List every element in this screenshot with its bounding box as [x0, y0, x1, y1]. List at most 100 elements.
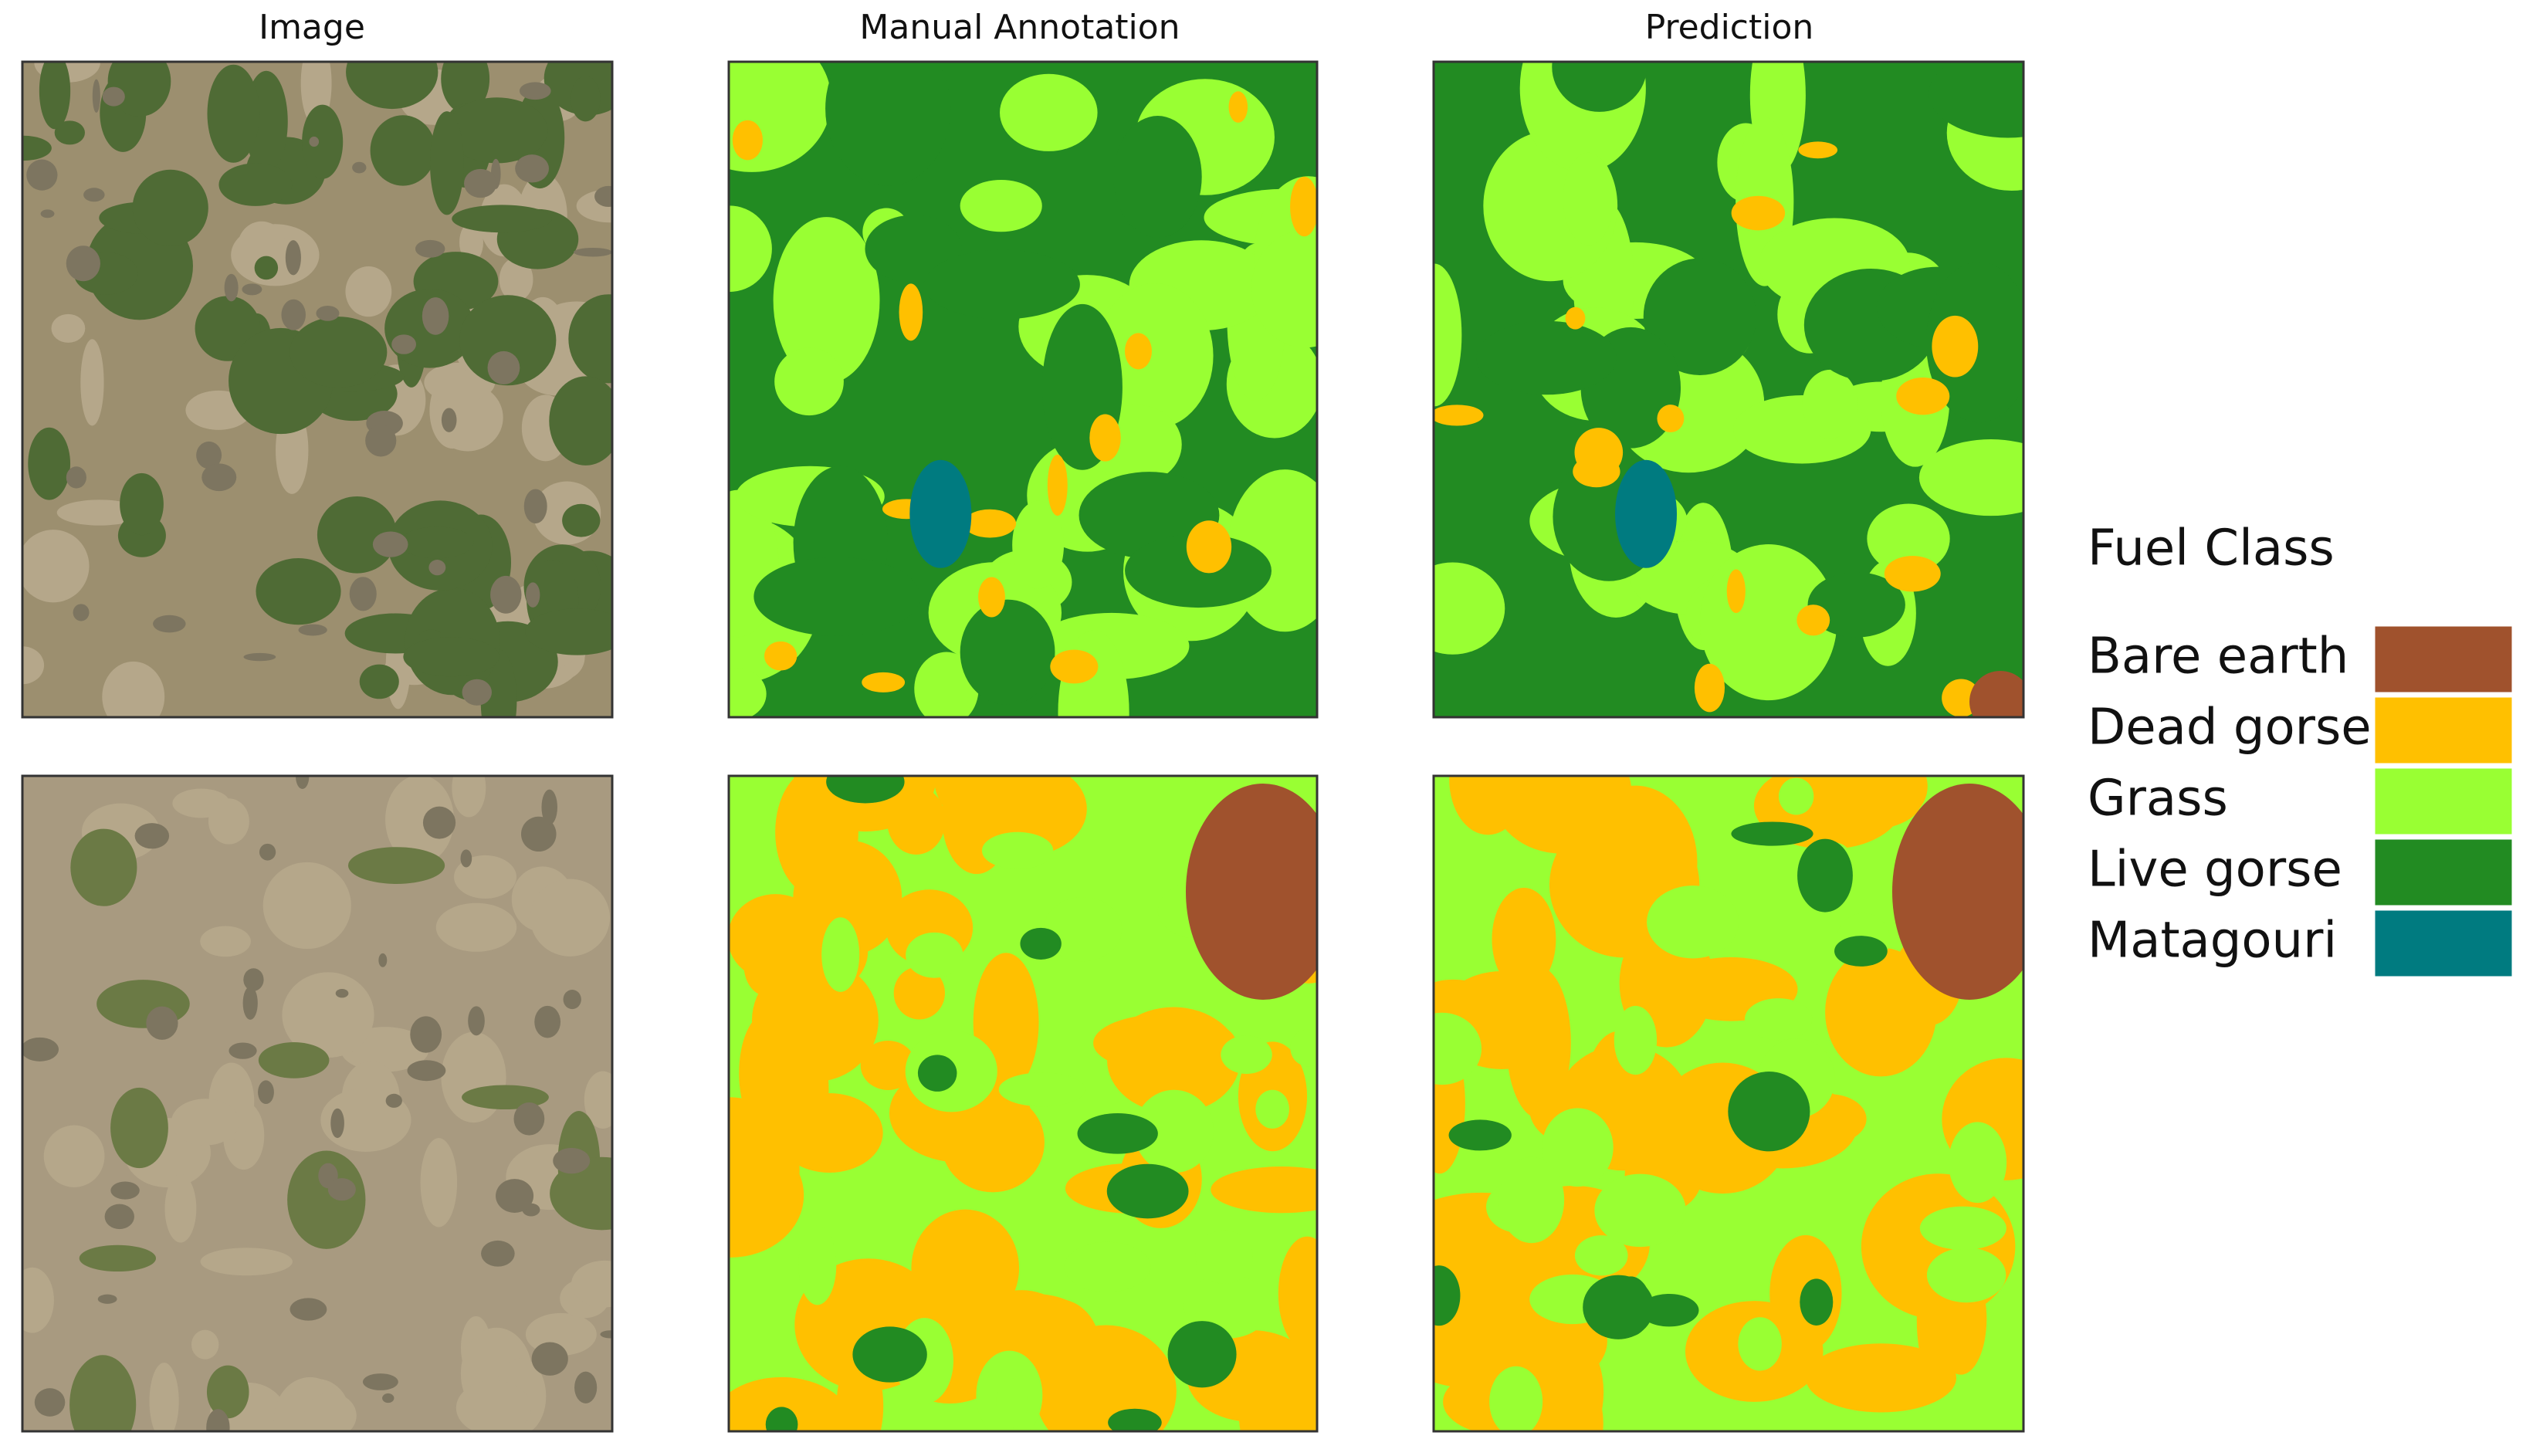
- region: [134, 823, 170, 849]
- region: [1615, 459, 1678, 568]
- region: [66, 245, 100, 282]
- region: [200, 1248, 293, 1276]
- region: [1498, 1156, 1565, 1244]
- region: [1738, 1317, 1782, 1371]
- region: [446, 97, 548, 164]
- region: [732, 120, 764, 161]
- region: [200, 926, 251, 957]
- region: [382, 1393, 395, 1404]
- region: [462, 679, 492, 706]
- region: [753, 557, 920, 636]
- region: [34, 1388, 66, 1417]
- region: [346, 62, 439, 110]
- region: [1919, 1206, 2006, 1251]
- region: [1124, 333, 1152, 370]
- region: [1113, 116, 1202, 238]
- region: [92, 79, 100, 113]
- region: [1834, 936, 1888, 967]
- region: [1020, 927, 1062, 960]
- region: [852, 1326, 927, 1383]
- region: [1552, 62, 1647, 112]
- region: [1108, 1408, 1162, 1431]
- region: [372, 531, 408, 557]
- region: [330, 1108, 344, 1139]
- region: [1228, 91, 1248, 123]
- region: [39, 62, 71, 130]
- region: [1926, 1248, 2006, 1303]
- legend-swatch: [2372, 766, 2514, 837]
- region: [1186, 784, 1317, 1000]
- region: [1643, 258, 1756, 375]
- region: [243, 968, 264, 991]
- region: [1186, 520, 1232, 574]
- region: [574, 1371, 598, 1404]
- region: [1448, 1119, 1512, 1151]
- region: [153, 615, 186, 633]
- region: [399, 527, 474, 559]
- region: [455, 1380, 532, 1431]
- region: [1167, 1321, 1237, 1388]
- region: [452, 205, 552, 233]
- region: [79, 1244, 157, 1272]
- region: [1896, 378, 1950, 415]
- region: [1476, 320, 1617, 395]
- region: [1694, 663, 1725, 713]
- region: [97, 1294, 117, 1304]
- region: [490, 575, 522, 614]
- region: [563, 989, 581, 1010]
- legend-swatch: [2372, 695, 2514, 766]
- region: [285, 240, 301, 276]
- region: [460, 849, 472, 868]
- region: [1492, 887, 1556, 991]
- region: [22, 1267, 54, 1333]
- region: [1969, 671, 2023, 717]
- region: [164, 1174, 197, 1243]
- column-title: Image: [259, 8, 365, 47]
- region: [1800, 1278, 1834, 1326]
- region: [906, 932, 963, 978]
- region: [978, 577, 1005, 618]
- region: [256, 558, 341, 625]
- region: [1614, 1005, 1658, 1075]
- region: [429, 111, 464, 215]
- region: [899, 283, 923, 341]
- region: [391, 334, 416, 354]
- region: [998, 1072, 1085, 1107]
- region: [1583, 1275, 1654, 1339]
- region: [69, 1355, 137, 1431]
- region: [132, 169, 208, 246]
- region: [1790, 776, 1922, 832]
- region: [242, 283, 262, 296]
- region: [1434, 263, 1462, 407]
- region: [296, 776, 310, 789]
- region: [224, 273, 239, 302]
- region: [258, 1080, 274, 1105]
- region: [515, 154, 549, 183]
- region: [1434, 1012, 1482, 1085]
- region: [407, 1060, 446, 1082]
- region: [102, 661, 165, 717]
- region: [1077, 1113, 1158, 1154]
- region: [961, 776, 1087, 856]
- region: [22, 646, 45, 685]
- region: [316, 305, 340, 321]
- region: [83, 188, 105, 202]
- region: [464, 168, 497, 198]
- column-title: Manual Annotation: [859, 8, 1180, 47]
- region: [520, 816, 557, 852]
- region: [385, 1093, 402, 1108]
- region: [860, 1040, 916, 1090]
- region: [960, 179, 1042, 232]
- region: [1918, 439, 2023, 516]
- region: [287, 1150, 366, 1249]
- region: [290, 1298, 327, 1321]
- region: [571, 76, 601, 122]
- region: [335, 988, 349, 998]
- region: [550, 1156, 612, 1231]
- region: [303, 1393, 357, 1431]
- panel-border: [727, 60, 1319, 719]
- panel: [1434, 776, 2023, 1431]
- region: [435, 902, 517, 952]
- region: [1797, 838, 1853, 913]
- region: [459, 295, 557, 386]
